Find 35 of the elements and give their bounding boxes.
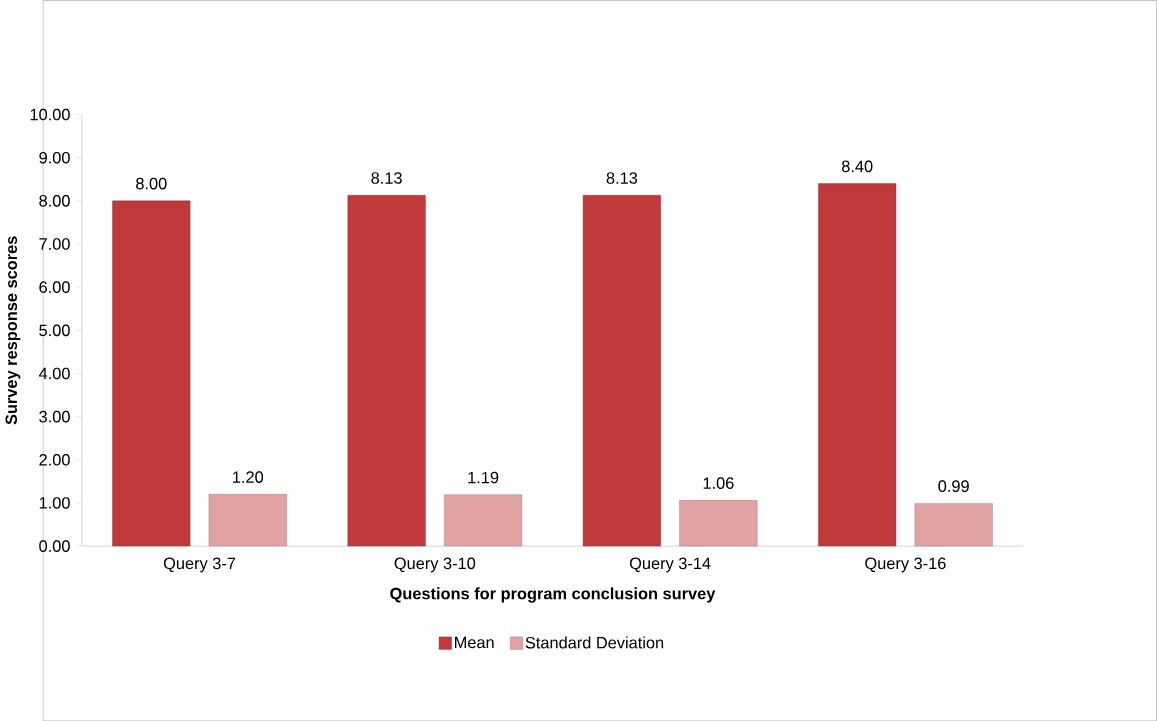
data-label: 1.20 <box>233 471 264 483</box>
y-tick-label: 6.00 <box>39 281 70 293</box>
data-label: 8.40 <box>841 160 873 172</box>
data-label: 0.99 <box>938 480 969 492</box>
x-tick-label: Query 3-7 <box>163 557 236 573</box>
bar <box>208 493 287 547</box>
y-axis-title: Survey response scores <box>5 236 21 425</box>
y-tick-label: 10.00 <box>30 108 70 121</box>
x-tick-label: Query 3-10 <box>394 557 476 573</box>
data-label: 8.13 <box>606 172 638 184</box>
x-axis-title: Questions for program conclusion survey <box>390 587 716 603</box>
y-tick-label: 7.00 <box>39 238 70 250</box>
y-tick-label: 0.00 <box>39 540 70 552</box>
data-label: 8.13 <box>371 172 402 184</box>
y-tick-label: 2.00 <box>39 453 70 466</box>
x-tick-label: Query 3-16 <box>865 557 946 573</box>
bar <box>347 194 426 547</box>
data-label: 1.19 <box>468 471 499 484</box>
y-tick-label: 3.00 <box>39 410 70 423</box>
bar <box>679 499 758 547</box>
legend-label: Standard Deviation <box>525 636 664 649</box>
bar <box>914 503 993 547</box>
data-label: 1.06 <box>703 477 734 489</box>
bar <box>444 494 523 547</box>
y-tick-label: 5.00 <box>39 324 70 336</box>
bar <box>818 183 897 547</box>
bar <box>112 200 191 547</box>
legend-label: Mean <box>455 636 494 649</box>
y-tick-label: 8.00 <box>39 194 70 207</box>
data-label: 8.00 <box>136 177 167 190</box>
x-tick-label: Query 3-14 <box>629 557 711 573</box>
y-tick-label: 1.00 <box>39 496 70 509</box>
bar <box>582 194 661 547</box>
y-tick-label: 4.00 <box>38 367 70 380</box>
y-tick-label: 9.00 <box>39 151 70 164</box>
